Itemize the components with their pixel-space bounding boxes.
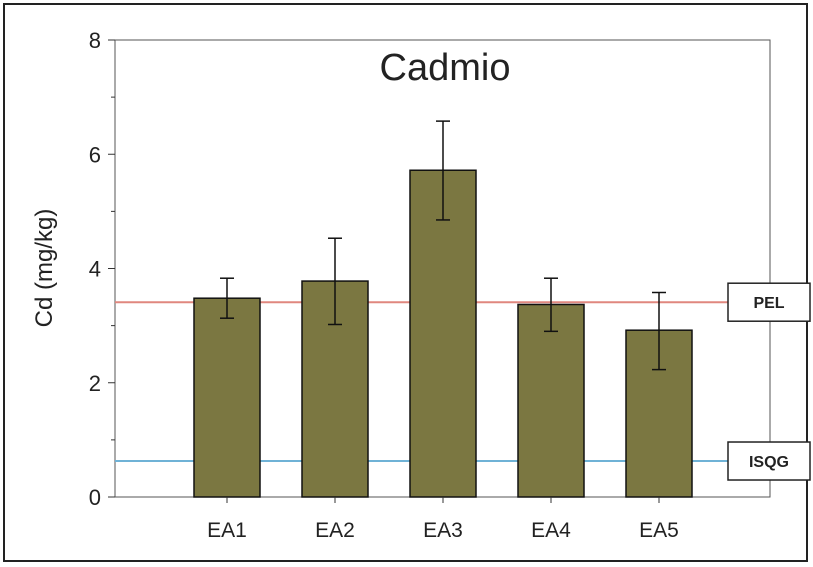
x-axis: EA1 EA2 EA3 EA4 EA5 [207, 497, 679, 542]
y-axis-label: Cd (mg/kg) [31, 209, 58, 328]
y-tick-label: 0 [89, 485, 101, 510]
reference-labels: PEL ISQG [727, 282, 811, 481]
reference-label-isqg: ISQG [749, 454, 789, 471]
bar-ea4 [517, 303, 585, 498]
x-tick-label: EA2 [315, 519, 355, 542]
y-tick-label: 6 [89, 142, 101, 167]
y-tick-label: 8 [89, 28, 101, 53]
reference-label-box-pel [727, 282, 811, 322]
y-tick-label: 2 [89, 371, 101, 396]
y-tick-label: 4 [89, 257, 101, 282]
bar-ea1 [193, 297, 261, 498]
reference-label-box-isqg [727, 441, 811, 481]
x-tick-label: EA3 [423, 519, 463, 542]
x-tick-label: EA5 [639, 519, 679, 542]
y-axis: 0 2 4 6 8 [89, 28, 115, 510]
chart-title: Cadmio [380, 47, 511, 89]
x-tick-label: EA1 [207, 519, 247, 542]
error-bars [220, 120, 666, 371]
bars [193, 169, 693, 498]
reference-label-pel: PEL [753, 295, 784, 312]
x-tick-label: EA4 [531, 519, 571, 542]
